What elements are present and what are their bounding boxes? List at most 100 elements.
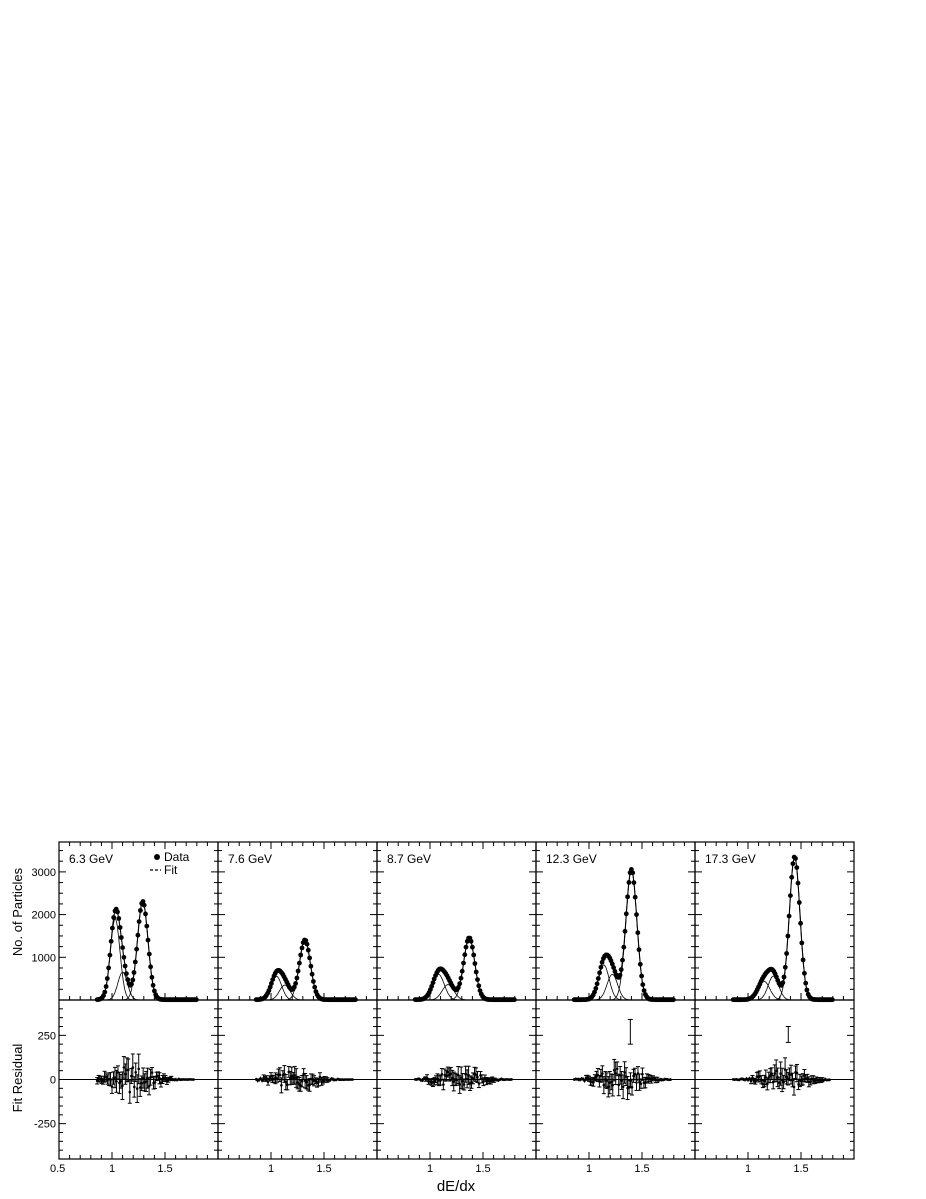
- x-tick-label: 0.5: [50, 1163, 65, 1175]
- residual-point: [789, 1073, 793, 1076]
- data-point: [799, 940, 805, 946]
- residual-point: [451, 1076, 454, 1080]
- residual-point: [592, 1081, 595, 1084]
- data-point: [782, 964, 788, 970]
- data-point: [309, 971, 315, 977]
- residual-point: [779, 1072, 782, 1075]
- fit-component-curve: [96, 918, 134, 1001]
- legend-fit-label: Fit: [164, 863, 178, 877]
- panel-label: 12.3 GeV: [546, 852, 597, 866]
- data-point: [148, 964, 154, 970]
- data-point: [150, 982, 156, 988]
- data-point: [789, 874, 795, 880]
- residual-point: [669, 1078, 672, 1081]
- data-point: [781, 974, 787, 980]
- fit-component-curve: [773, 856, 816, 1001]
- x-tick-label: 1.5: [316, 1163, 331, 1175]
- data-point: [143, 911, 148, 917]
- residual-point: [314, 1079, 317, 1083]
- residual-point: [766, 1082, 769, 1086]
- residual-point: [476, 1075, 479, 1079]
- data-point: [305, 947, 311, 953]
- residual-point: [133, 1085, 136, 1089]
- data-point: [131, 970, 137, 975]
- data-point: [617, 972, 623, 978]
- fit-component-curve: [263, 984, 306, 1001]
- data-point: [140, 899, 146, 904]
- data-point: [472, 961, 478, 966]
- residual-point: [122, 1066, 126, 1069]
- residual-point: [299, 1084, 303, 1087]
- x-tick-label: 1.5: [475, 1163, 490, 1175]
- residual-point: [128, 1090, 132, 1094]
- data-point: [632, 894, 638, 900]
- residual-point: [769, 1074, 772, 1077]
- data-point: [790, 861, 796, 867]
- data-point: [625, 894, 630, 900]
- data-point: [456, 985, 461, 990]
- residual-point: [292, 1076, 295, 1080]
- data-point: [636, 947, 642, 953]
- data-point: [475, 977, 480, 982]
- data-point: [471, 952, 477, 958]
- panel-4: 1 1.5 12.3 GeV: [535, 841, 696, 1175]
- residual-point: [615, 1067, 619, 1071]
- residual-point: [462, 1083, 466, 1086]
- data-point: [468, 938, 474, 944]
- panels-group: 0.5 1 1.5 1000 2000 3000 250 0 -250 6.3 GeV 1 1.5 7.…: [32, 841, 855, 1175]
- residual-point: [445, 1074, 448, 1077]
- data-point: [671, 997, 676, 1003]
- data-point: [141, 902, 147, 908]
- residual-point: [801, 1078, 805, 1081]
- data-point: [124, 971, 129, 976]
- data-point: [134, 946, 140, 952]
- residual-point: [477, 1082, 481, 1085]
- residual-point: [795, 1071, 799, 1075]
- legend-data-marker: [154, 854, 160, 860]
- data-point: [512, 997, 517, 1003]
- data-point: [135, 932, 141, 938]
- data-point: [803, 980, 809, 986]
- residual-point: [275, 1077, 279, 1080]
- data-point: [784, 951, 789, 956]
- data-point: [635, 930, 641, 936]
- residual-point: [639, 1082, 643, 1085]
- data-point: [476, 983, 482, 989]
- legend: Data Fit: [150, 850, 190, 877]
- residual-point: [774, 1069, 778, 1073]
- data-point: [802, 970, 807, 976]
- data-point: [618, 967, 624, 972]
- residual-point: [611, 1083, 614, 1087]
- residual-point: [464, 1072, 467, 1076]
- residual-point: [599, 1074, 603, 1078]
- x-tick-label: 1: [586, 1163, 592, 1175]
- data-point: [637, 961, 643, 967]
- data-point: [830, 997, 835, 1003]
- data-point: [102, 989, 108, 995]
- residual-point: [602, 1083, 606, 1087]
- data-point: [798, 920, 803, 926]
- data-point: [594, 981, 600, 987]
- data-point: [267, 984, 273, 990]
- residual-point: [131, 1066, 135, 1069]
- data-point: [634, 912, 639, 917]
- data-point: [293, 981, 298, 986]
- data-point: [294, 975, 300, 981]
- x-tick-label: 1: [427, 1163, 433, 1175]
- residual-point: [461, 1079, 464, 1083]
- x-tick-label: 1.5: [634, 1163, 649, 1175]
- y-tick-label-top: 2000: [32, 910, 56, 922]
- residual-point: [797, 1083, 800, 1086]
- residual-point: [137, 1067, 140, 1071]
- panel-label: 6.3 GeV: [69, 852, 113, 866]
- residual-point: [641, 1072, 644, 1076]
- fit-total-curve: [92, 901, 202, 1001]
- fit-component-curve: [752, 975, 795, 1001]
- residual-point: [612, 1068, 616, 1072]
- residual-point: [601, 1072, 604, 1075]
- data-point: [291, 984, 297, 990]
- data-point: [458, 975, 464, 981]
- data-point: [611, 965, 616, 970]
- residual-point: [786, 1077, 790, 1080]
